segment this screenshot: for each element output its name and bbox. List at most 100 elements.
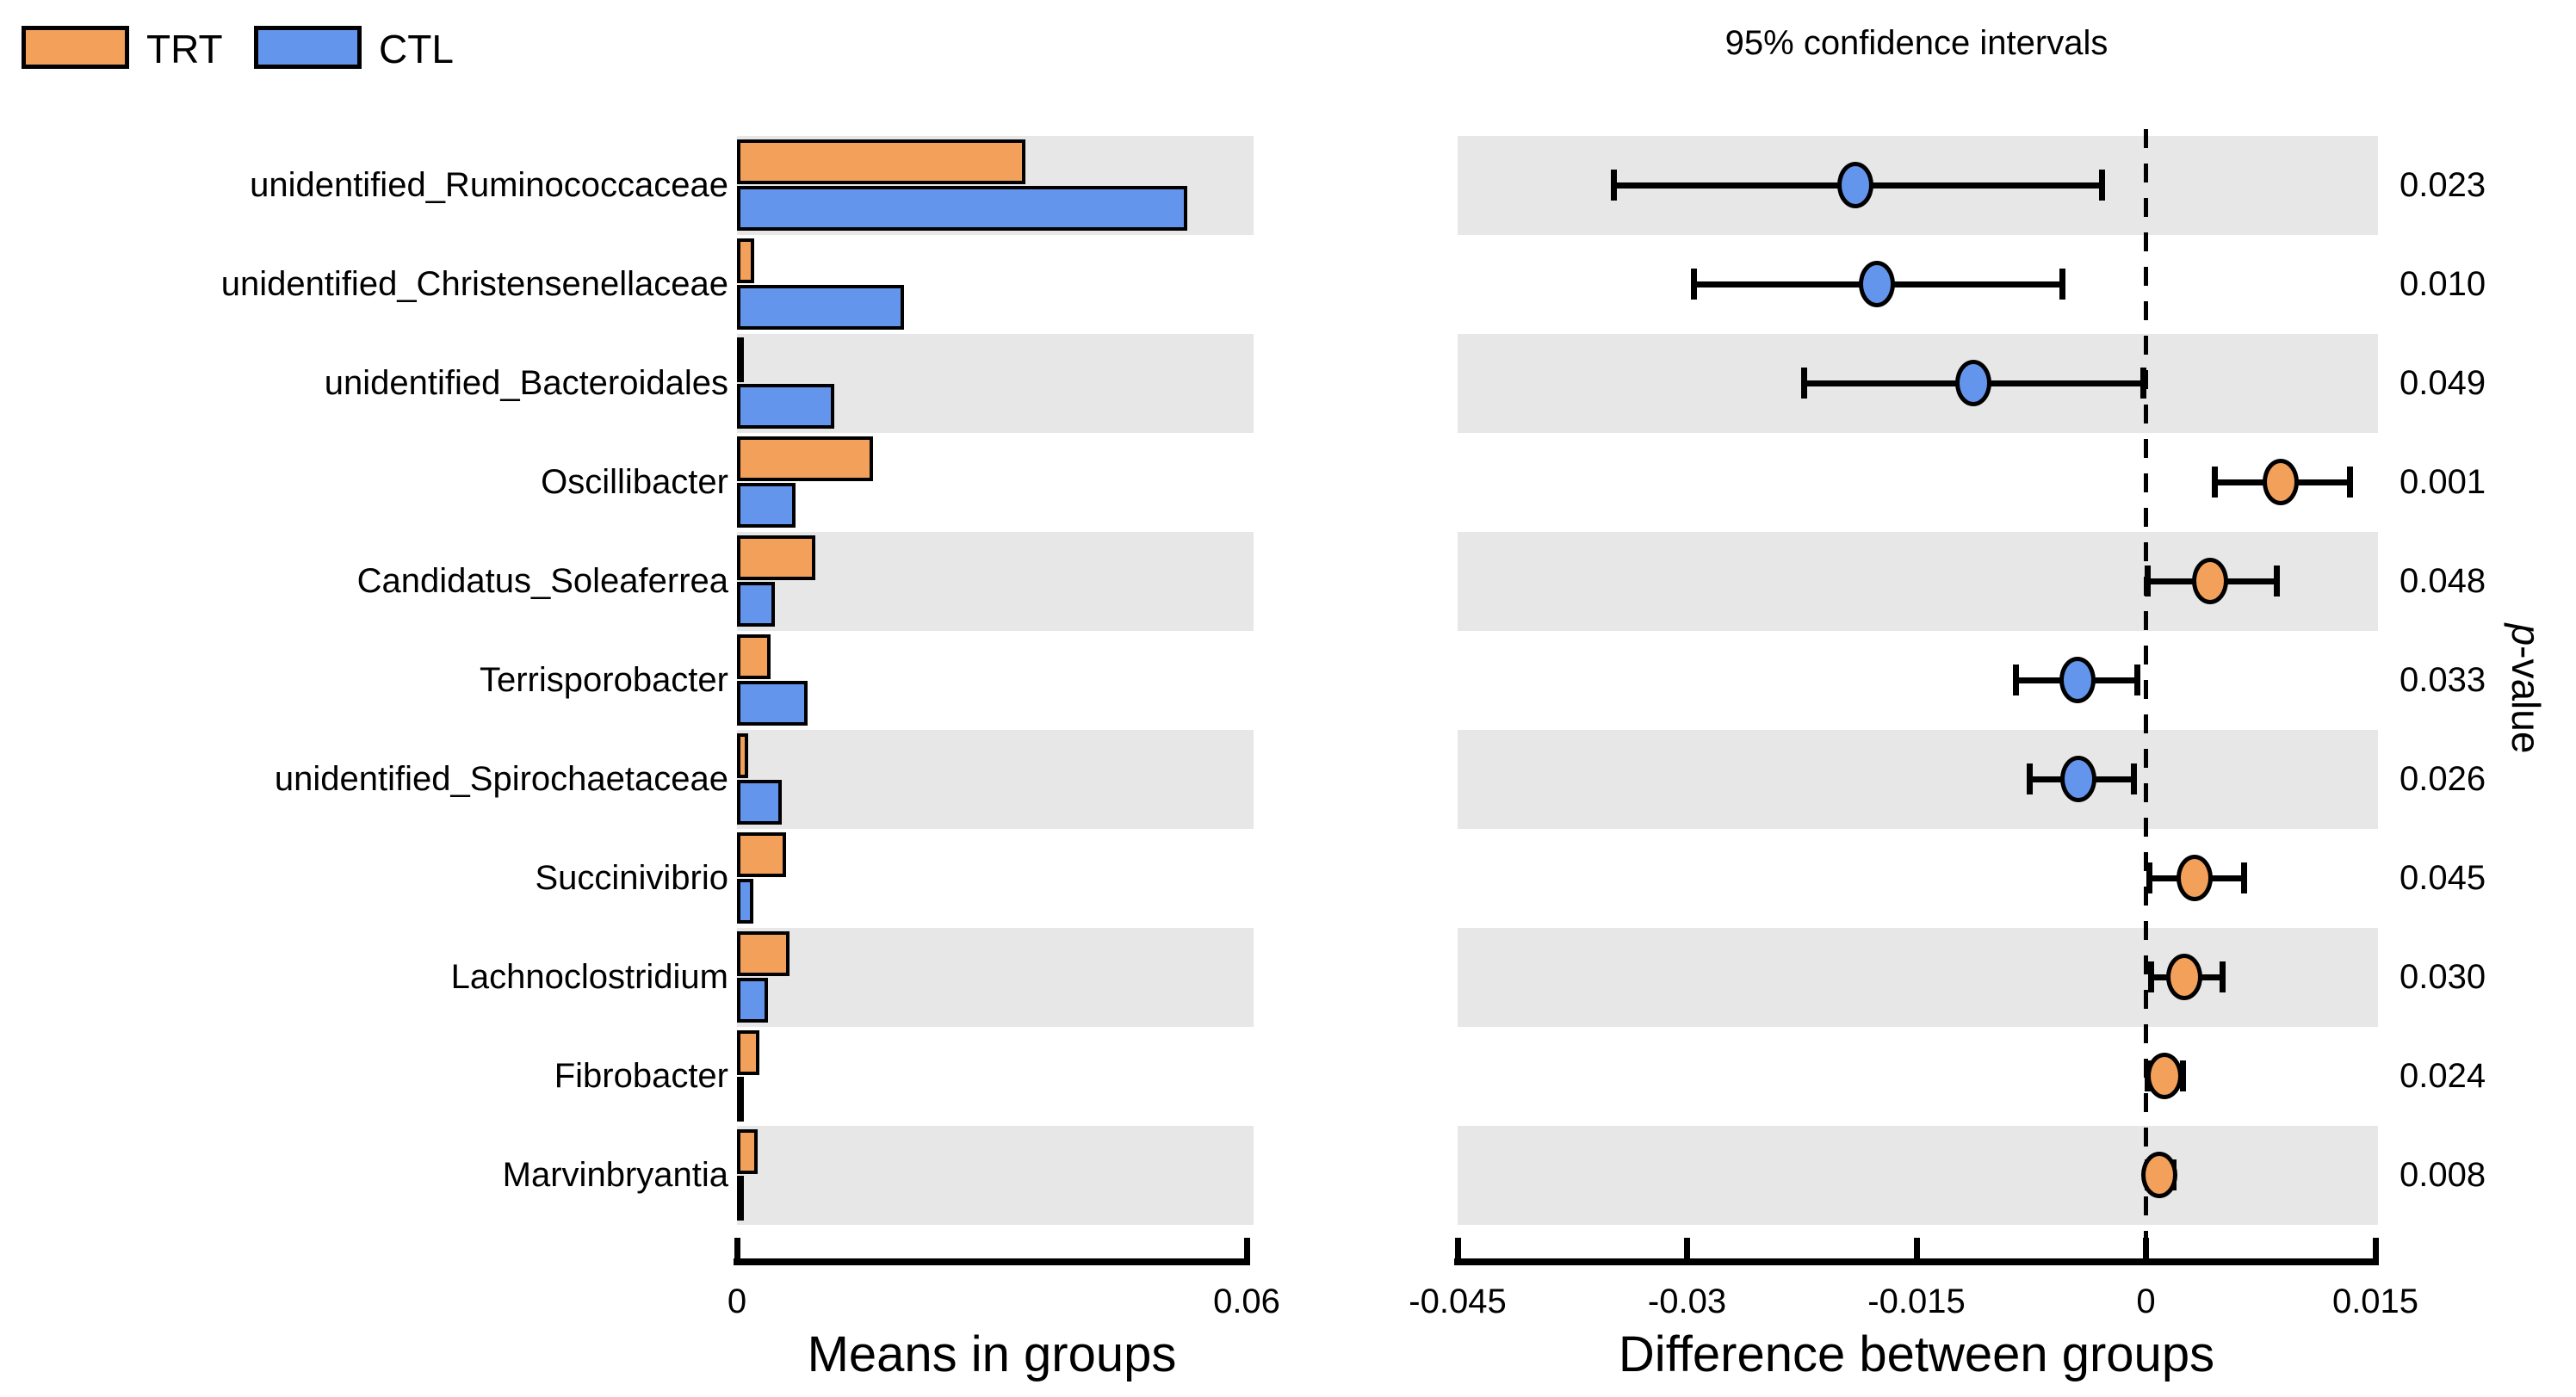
- legend-label-ctl: CTL: [379, 27, 454, 71]
- category-label: Terrisporobacter: [479, 661, 728, 699]
- right-x-axis-tick-label: -0.015: [1867, 1283, 1966, 1320]
- mean-difference-marker: [2177, 855, 2214, 901]
- trt-bar: [737, 337, 744, 382]
- error-bar-cap-right: [2098, 170, 2105, 201]
- category-label: Lachnoclostridium: [450, 958, 728, 996]
- row-band-left: [737, 927, 1254, 1027]
- mean-difference-marker: [2192, 558, 2229, 604]
- ctl-bar: [737, 978, 768, 1023]
- p-value-axis-label: p-value: [2503, 624, 2549, 754]
- trt-bar: [737, 1030, 759, 1075]
- p-value: 0.024: [2400, 1057, 2486, 1095]
- error-bar-cap-right: [2139, 368, 2146, 399]
- zero-dashed-line: [2144, 129, 2148, 1258]
- error-bar-cap-right: [2241, 862, 2248, 893]
- legend-swatch-trt: [22, 26, 129, 69]
- mean-difference-marker: [1858, 261, 1895, 307]
- trt-bar: [737, 832, 787, 877]
- left-x-axis-line: [734, 1258, 1250, 1265]
- ctl-bar: [737, 186, 1187, 231]
- error-bar-cap-right: [2133, 665, 2140, 695]
- row-band-right: [1458, 1125, 2378, 1225]
- ctl-bar: [737, 285, 905, 330]
- trt-bar: [737, 733, 748, 778]
- error-bar-cap-left: [2147, 961, 2154, 992]
- trt-bar: [737, 436, 873, 481]
- right-x-axis-tick-label: -0.045: [1409, 1283, 1507, 1320]
- p-value: 0.001: [2400, 463, 2486, 501]
- right-x-axis-line: [1454, 1258, 2379, 1265]
- ctl-bar: [737, 384, 835, 429]
- error-bar-cap-left: [2212, 467, 2219, 498]
- error-bar-cap-right: [2220, 961, 2226, 992]
- mean-difference-marker: [2141, 1152, 2178, 1198]
- ctl-bar: [737, 681, 808, 726]
- ctl-bar: [737, 1077, 744, 1122]
- error-bar-cap-left: [1690, 269, 1697, 300]
- legend-label-trt: TRT: [146, 27, 223, 71]
- row-band-left: [737, 1125, 1254, 1225]
- category-label: unidentified_Bacteroidales: [324, 364, 728, 402]
- category-label: Succinivibrio: [535, 859, 728, 897]
- mean-difference-marker: [2060, 756, 2097, 802]
- row-band-right: [1458, 729, 2378, 829]
- error-bar-cap-left: [2013, 665, 2020, 695]
- ctl-bar: [737, 879, 753, 924]
- row-band-left: [737, 729, 1254, 829]
- category-label: Fibrobacter: [554, 1057, 728, 1095]
- category-label: unidentified_Spirochaetaceae: [274, 760, 728, 798]
- p-value: 0.048: [2400, 562, 2486, 600]
- mean-difference-marker: [2059, 657, 2096, 703]
- right-x-axis-tick-label: -0.03: [1647, 1283, 1727, 1320]
- left-x-axis-tick: [734, 1238, 740, 1258]
- error-bar-cap-left: [2146, 862, 2153, 893]
- error-bar-cap-right: [2273, 566, 2280, 597]
- p-value: 0.030: [2400, 958, 2486, 996]
- error-bar-cap-right: [2059, 269, 2065, 300]
- right-x-axis-tick: [2372, 1238, 2379, 1258]
- p-value: 0.010: [2400, 265, 2486, 303]
- left-x-axis-tick-label: 0: [727, 1283, 747, 1320]
- left-x-axis-tick-label: 0.06: [1213, 1283, 1280, 1320]
- p-value: 0.026: [2400, 760, 2486, 798]
- mean-difference-marker: [2165, 954, 2202, 1000]
- row-band-left: [737, 531, 1254, 631]
- left-axis-title: Means in groups: [807, 1326, 1177, 1382]
- p-value: 0.033: [2400, 661, 2486, 699]
- trt-bar: [737, 931, 790, 976]
- category-label: unidentified_Christensenellaceae: [220, 265, 728, 303]
- right-x-axis-tick-label: 0.015: [2331, 1283, 2419, 1320]
- ctl-bar: [737, 780, 783, 825]
- p-value: 0.049: [2400, 364, 2486, 402]
- left-x-axis-tick: [1243, 1238, 1250, 1258]
- category-label: Oscillibacter: [541, 463, 728, 501]
- mean-difference-marker: [2262, 459, 2299, 505]
- error-bar-cap-right: [2180, 1060, 2187, 1091]
- right-x-axis-tick: [2143, 1238, 2149, 1258]
- row-band-right: [1458, 927, 2378, 1027]
- p-value: 0.023: [2400, 166, 2486, 204]
- trt-bar: [737, 634, 771, 679]
- error-bar-cap-right: [2346, 467, 2353, 498]
- confidence-interval-title: 95% confidence intervals: [1725, 24, 2108, 62]
- category-label: unidentified_Ruminococcaceae: [250, 166, 728, 204]
- error-bar-cap-right: [2131, 763, 2138, 794]
- error-bar-cap-left: [1800, 368, 1807, 399]
- category-label: Marvinbryantia: [502, 1156, 728, 1194]
- ctl-bar: [737, 582, 776, 627]
- mean-difference-marker: [2146, 1053, 2183, 1099]
- mean-difference-marker: [1836, 162, 1873, 208]
- trt-bar: [737, 1129, 758, 1174]
- right-axis-title: Difference between groups: [1618, 1326, 2215, 1382]
- mean-difference-marker: [1954, 360, 1991, 406]
- error-bar-cap-left: [2145, 566, 2152, 597]
- right-x-axis-tick: [1684, 1238, 1690, 1258]
- right-x-axis-tick: [1454, 1238, 1461, 1258]
- trt-bar: [737, 238, 754, 283]
- p-value-axis-label-italic: p: [2504, 623, 2548, 646]
- category-label: Candidatus_Soleaferrea: [356, 562, 728, 600]
- ctl-bar: [737, 1176, 744, 1221]
- p-value: 0.008: [2400, 1156, 2486, 1194]
- error-bar-cap-left: [1611, 170, 1618, 201]
